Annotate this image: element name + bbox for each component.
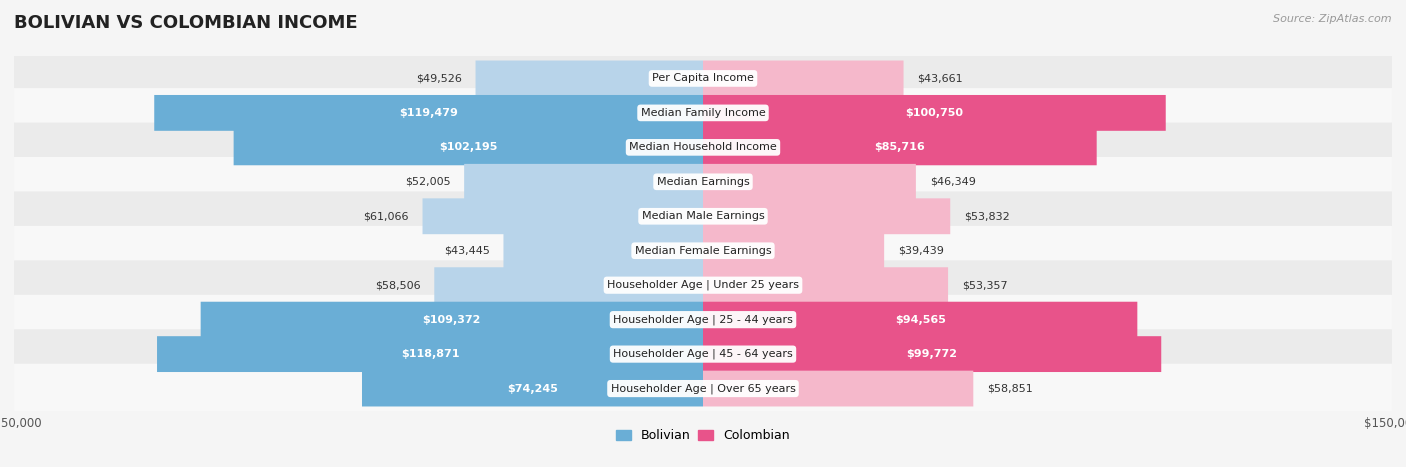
FancyBboxPatch shape <box>14 88 1392 138</box>
Text: Per Capita Income: Per Capita Income <box>652 73 754 84</box>
Text: $53,357: $53,357 <box>962 280 1008 290</box>
FancyBboxPatch shape <box>14 157 1392 206</box>
FancyBboxPatch shape <box>14 329 1392 379</box>
Text: $46,349: $46,349 <box>929 177 976 187</box>
Text: Median Female Earnings: Median Female Earnings <box>634 246 772 256</box>
Text: Median Household Income: Median Household Income <box>628 142 778 152</box>
FancyBboxPatch shape <box>155 95 703 131</box>
Text: $39,439: $39,439 <box>898 246 943 256</box>
FancyBboxPatch shape <box>14 364 1392 413</box>
FancyBboxPatch shape <box>703 302 1137 338</box>
FancyBboxPatch shape <box>703 198 950 234</box>
FancyBboxPatch shape <box>157 336 703 372</box>
FancyBboxPatch shape <box>503 233 703 269</box>
Text: Householder Age | Under 25 years: Householder Age | Under 25 years <box>607 280 799 290</box>
FancyBboxPatch shape <box>14 191 1392 241</box>
Text: $94,565: $94,565 <box>894 315 946 325</box>
Text: Householder Age | Over 65 years: Householder Age | Over 65 years <box>610 383 796 394</box>
Text: $119,479: $119,479 <box>399 108 458 118</box>
Text: $58,506: $58,506 <box>375 280 420 290</box>
Text: $52,005: $52,005 <box>405 177 450 187</box>
FancyBboxPatch shape <box>703 336 1161 372</box>
Text: Householder Age | 25 - 44 years: Householder Age | 25 - 44 years <box>613 314 793 325</box>
Text: $109,372: $109,372 <box>423 315 481 325</box>
Text: $99,772: $99,772 <box>907 349 957 359</box>
FancyBboxPatch shape <box>14 226 1392 276</box>
Text: $58,851: $58,851 <box>987 383 1033 394</box>
FancyBboxPatch shape <box>14 122 1392 172</box>
Text: $74,245: $74,245 <box>508 383 558 394</box>
Text: $43,445: $43,445 <box>444 246 489 256</box>
FancyBboxPatch shape <box>434 267 703 303</box>
Text: Median Male Earnings: Median Male Earnings <box>641 211 765 221</box>
Text: $118,871: $118,871 <box>401 349 460 359</box>
Text: Median Family Income: Median Family Income <box>641 108 765 118</box>
FancyBboxPatch shape <box>703 371 973 406</box>
Legend: Bolivian, Colombian: Bolivian, Colombian <box>612 425 794 447</box>
FancyBboxPatch shape <box>201 302 703 338</box>
FancyBboxPatch shape <box>14 295 1392 345</box>
FancyBboxPatch shape <box>233 129 703 165</box>
FancyBboxPatch shape <box>464 164 703 200</box>
Text: $49,526: $49,526 <box>416 73 461 84</box>
FancyBboxPatch shape <box>14 54 1392 103</box>
Text: $53,832: $53,832 <box>965 211 1010 221</box>
Text: Median Earnings: Median Earnings <box>657 177 749 187</box>
Text: BOLIVIAN VS COLOMBIAN INCOME: BOLIVIAN VS COLOMBIAN INCOME <box>14 14 357 32</box>
Text: $85,716: $85,716 <box>875 142 925 152</box>
FancyBboxPatch shape <box>703 129 1097 165</box>
FancyBboxPatch shape <box>361 371 703 406</box>
FancyBboxPatch shape <box>703 61 904 96</box>
FancyBboxPatch shape <box>703 267 948 303</box>
FancyBboxPatch shape <box>423 198 703 234</box>
Text: $102,195: $102,195 <box>439 142 498 152</box>
Text: $61,066: $61,066 <box>363 211 409 221</box>
FancyBboxPatch shape <box>475 61 703 96</box>
FancyBboxPatch shape <box>703 233 884 269</box>
Text: $43,661: $43,661 <box>917 73 963 84</box>
Text: Source: ZipAtlas.com: Source: ZipAtlas.com <box>1274 14 1392 24</box>
FancyBboxPatch shape <box>14 261 1392 310</box>
FancyBboxPatch shape <box>703 164 915 200</box>
FancyBboxPatch shape <box>703 95 1166 131</box>
Text: Householder Age | 45 - 64 years: Householder Age | 45 - 64 years <box>613 349 793 359</box>
Text: $100,750: $100,750 <box>905 108 963 118</box>
